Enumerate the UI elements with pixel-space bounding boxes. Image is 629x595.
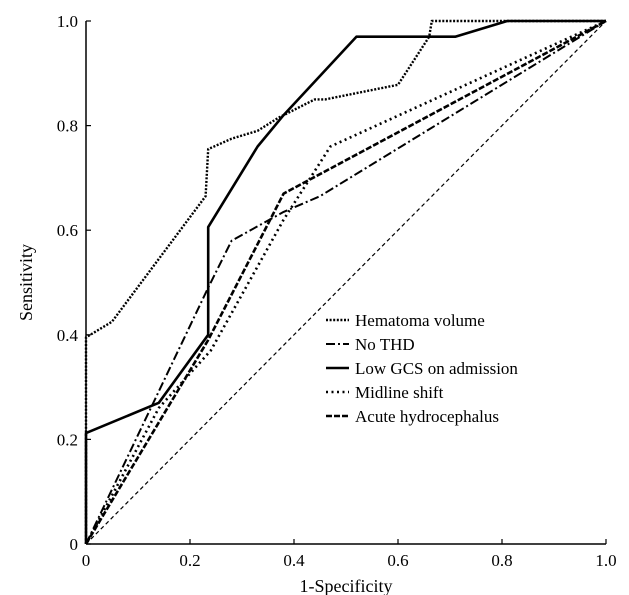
y-tick-label: 1.0 <box>57 12 78 31</box>
x-tick-label: 0.8 <box>491 551 512 570</box>
x-tick-label: 1.0 <box>595 551 616 570</box>
series-line-midline-shift <box>84 19 607 545</box>
axes <box>85 21 606 545</box>
series-line-hematoma-volume <box>84 19 606 544</box>
plot-area <box>84 19 607 545</box>
x-tick-label: 0 <box>82 551 91 570</box>
reference-diagonal-line <box>85 20 607 545</box>
ticks: 0 0.2 0.4 0.6 0.8 1.0 0 0.2 0.4 0.6 0.8 1.0 <box>57 12 617 570</box>
legend-label-no-thd: No THD <box>355 335 415 354</box>
legend-label-midline-shift: Midline shift <box>355 383 444 402</box>
y-tick-label: 0.8 <box>57 117 78 136</box>
y-tick-label: 0 <box>70 535 79 554</box>
x-tick-label: 0.4 <box>283 551 305 570</box>
x-tick-label: 0.2 <box>179 551 200 570</box>
x-tick-label: 0.6 <box>387 551 408 570</box>
x-axis-title: 1-Specificity <box>300 576 393 595</box>
legend: Hematoma volume No THD Low GCS on admissio… <box>326 311 518 426</box>
legend-label-low-gcs-on-admission: Low GCS on admission <box>355 359 518 378</box>
legend-label-hematoma-volume: Hematoma volume <box>355 311 485 330</box>
series-line-low-gcs-on-admission <box>84 19 606 544</box>
y-tick-label: 0.4 <box>57 326 79 345</box>
legend-label-acute-hydrocephalus: Acute hydrocephalus <box>355 407 499 426</box>
y-tick-label: 0.6 <box>57 221 78 240</box>
y-axis-title: Sensitivity <box>16 244 36 321</box>
y-tick-label: 0.2 <box>57 430 78 449</box>
series-line-acute-hydrocephalus <box>84 19 607 545</box>
